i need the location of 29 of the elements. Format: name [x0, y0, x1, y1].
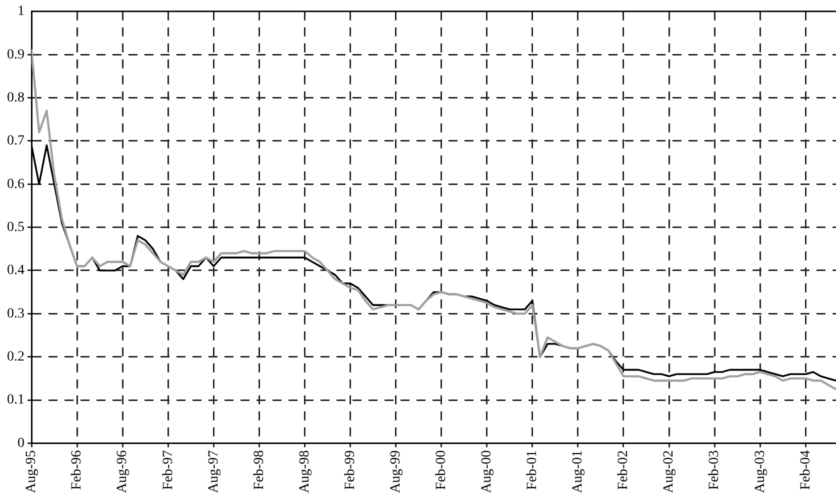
x-tick-label: Aug-95	[24, 450, 40, 494]
x-tick-label: Feb-04	[798, 450, 814, 490]
y-tick-label: 0.2	[7, 350, 24, 365]
y-tick-label: 0.7	[7, 134, 24, 149]
x-tick-label: Feb-97	[160, 450, 176, 490]
x-tick-label: Feb-99	[342, 450, 358, 490]
x-tick-label: Feb-96	[70, 450, 85, 490]
y-tick-label: 0.5	[7, 220, 24, 235]
x-tick-label: Aug-97	[206, 450, 222, 494]
y-tick-label: 0.6	[7, 176, 24, 192]
y-tick-label: 0.1	[7, 392, 24, 408]
y-tick-label: 1	[18, 4, 24, 20]
x-tick-label: Feb-01	[525, 450, 540, 490]
x-tick-label: Feb-00	[434, 450, 450, 490]
y-tick-label: 0.8	[7, 90, 24, 106]
y-tick-label: 0.4	[7, 263, 24, 278]
y-tick-label: 0.3	[7, 306, 24, 322]
x-tick-label: Aug-02	[662, 450, 677, 494]
x-tick-label: Feb-98	[252, 450, 267, 490]
y-tick-label: 0.9	[7, 47, 24, 62]
x-tick-label: Aug-00	[480, 450, 495, 494]
x-tick-label: Feb-03	[707, 450, 722, 490]
x-tick-label: Aug-99	[388, 450, 404, 494]
x-tick-label: Aug-96	[115, 450, 130, 494]
x-tick-label: Feb-02	[616, 450, 632, 490]
y-tick-label: 0	[18, 436, 24, 451]
x-tick-label: Aug-01	[570, 450, 586, 494]
x-tick-label: Aug-03	[752, 450, 768, 494]
x-tick-label: Aug-98	[297, 450, 312, 494]
